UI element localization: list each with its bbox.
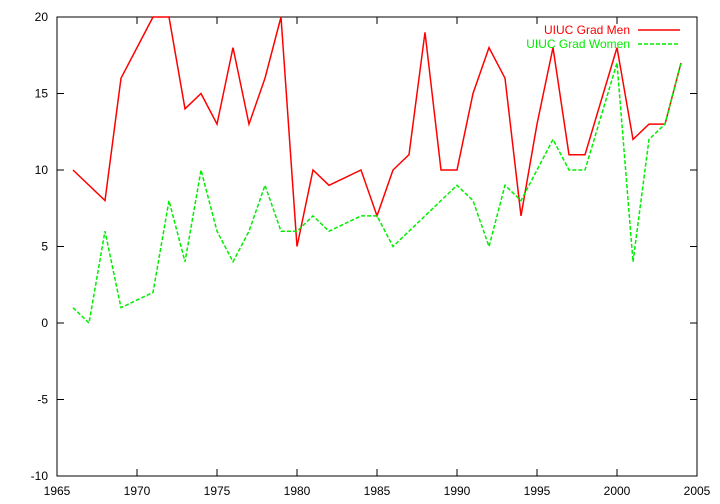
legend-label: UIUC Grad Men <box>544 23 630 37</box>
y-tick-label: 0 <box>41 316 48 330</box>
x-tick-label: 1970 <box>124 484 151 498</box>
y-tick-label: 5 <box>41 240 48 254</box>
series-uiuc-grad-women-line <box>72 62 682 325</box>
y-tick-label: -5 <box>37 393 48 407</box>
x-tick-label: 1980 <box>284 484 311 498</box>
x-tick-label: 1990 <box>444 484 471 498</box>
x-tick-label: 2000 <box>604 484 631 498</box>
y-tick-label: 15 <box>35 87 49 101</box>
x-tick-label: 1995 <box>524 484 551 498</box>
y-tick-label: -10 <box>31 469 49 483</box>
y-tick-label: 10 <box>35 163 49 177</box>
plot-frame <box>56 16 698 477</box>
x-tick-label: 2005 <box>684 484 711 498</box>
axis-ticks: 1965 1970 1975 1980 1985 1990 1995 2000 2005-10-… <box>31 10 711 498</box>
x-tick-label: 1975 <box>204 484 231 498</box>
series-uiuc-grad-men-line <box>72 16 682 247</box>
x-tick-label: 1985 <box>364 484 391 498</box>
y-tick-label: 20 <box>35 10 49 24</box>
series-group <box>72 16 682 325</box>
legend-label: UIUC Grad Women <box>526 37 630 51</box>
x-tick-label: 1965 <box>44 484 71 498</box>
